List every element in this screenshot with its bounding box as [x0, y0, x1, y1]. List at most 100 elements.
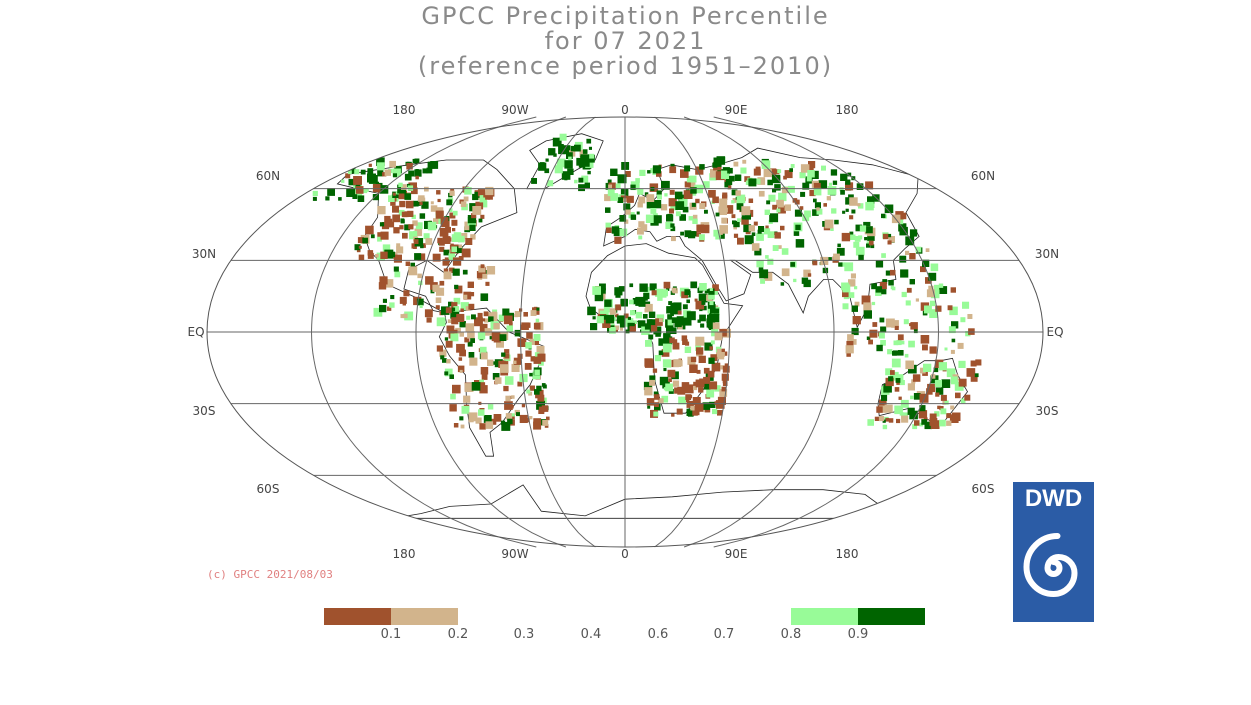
precip-cell — [698, 355, 706, 363]
precip-cell — [781, 268, 790, 277]
precip-cell — [939, 406, 944, 411]
precip-cell — [900, 340, 905, 345]
precip-cell — [872, 322, 878, 327]
precip-cell — [449, 374, 454, 379]
precip-cell — [619, 228, 628, 237]
dwd-logo: DWD — [1013, 482, 1094, 622]
precip-cell — [545, 158, 549, 162]
precip-cell — [625, 329, 630, 334]
precip-cell — [695, 300, 705, 310]
precip-cell — [650, 208, 657, 214]
precip-cell — [439, 227, 449, 237]
precip-cell — [883, 384, 892, 393]
precip-cell — [467, 281, 474, 288]
precip-cell — [533, 322, 541, 330]
precip-cell — [692, 397, 701, 405]
precip-cell — [696, 224, 705, 233]
precip-cell — [691, 231, 697, 237]
precip-cell — [567, 168, 574, 175]
precip-cell — [464, 337, 470, 343]
precip-cell — [722, 192, 728, 198]
precip-cell — [711, 362, 721, 372]
precip-cell — [356, 248, 361, 253]
precip-cell — [602, 290, 606, 294]
precip-cell — [897, 334, 904, 341]
precip-cell — [795, 239, 805, 248]
precip-cell — [849, 231, 854, 236]
precip-cell — [935, 305, 942, 312]
precip-cell — [354, 169, 360, 175]
precip-cell — [490, 418, 497, 425]
precip-cell — [671, 236, 676, 242]
precip-cell — [526, 332, 533, 339]
precip-cell — [814, 202, 821, 209]
precip-cell — [871, 301, 876, 306]
precip-cell — [744, 176, 751, 182]
precip-cell — [799, 172, 806, 179]
precip-cell — [485, 194, 490, 200]
precip-cell — [538, 406, 545, 413]
precip-cell — [541, 383, 546, 387]
precip-cell — [912, 424, 918, 430]
precip-cell — [696, 369, 701, 374]
precip-cell — [440, 217, 449, 225]
precip-cell — [623, 313, 629, 319]
precip-cell — [702, 402, 711, 410]
precip-cell — [717, 410, 723, 416]
precip-cell — [930, 374, 936, 379]
lon-label-top-90e: 90E — [725, 103, 748, 117]
precip-cell — [672, 380, 680, 387]
precip-cell — [501, 421, 511, 431]
precip-cell — [672, 342, 680, 350]
precip-cell — [686, 311, 696, 321]
precip-cell — [610, 193, 619, 201]
precip-cell — [803, 269, 811, 277]
precip-cell — [748, 198, 754, 203]
precip-cell — [439, 246, 445, 252]
precip-cell — [920, 335, 930, 344]
precip-cell — [765, 255, 769, 259]
greenland-outline — [526, 133, 604, 190]
precip-cell — [416, 298, 424, 306]
precip-cell — [790, 262, 795, 267]
precip-cell — [702, 305, 707, 311]
precip-cell — [647, 170, 651, 174]
lon-label-top-90w: 90W — [501, 103, 528, 117]
precip-cell — [678, 396, 686, 405]
precip-cell — [974, 373, 979, 378]
precip-cell — [714, 385, 721, 392]
precip-cell — [629, 299, 634, 305]
precip-cell — [692, 218, 698, 224]
precip-cell — [674, 191, 683, 200]
precip-cell — [534, 369, 540, 376]
precip-cell — [706, 318, 711, 323]
precip-cell — [907, 383, 915, 391]
precip-cell — [471, 213, 477, 219]
precip-cell — [661, 289, 668, 297]
precip-cell — [919, 405, 926, 412]
precip-cell — [799, 206, 804, 210]
north-america-outline — [336, 159, 518, 314]
precip-cell — [709, 346, 713, 350]
precip-cell — [670, 163, 675, 168]
precip-cell — [695, 198, 700, 204]
precip-cell — [846, 352, 851, 357]
precip-cell — [856, 183, 864, 190]
precip-cell — [452, 384, 461, 394]
precip-cell — [688, 181, 696, 189]
precip-cell — [414, 238, 424, 247]
precip-cell — [478, 218, 483, 223]
precip-cell — [487, 404, 494, 410]
precip-cell — [419, 201, 423, 206]
precip-cell — [736, 203, 744, 210]
precip-cell — [390, 295, 395, 300]
precip-cell — [813, 187, 822, 196]
precip-cell — [624, 318, 634, 327]
precip-cell — [536, 345, 545, 354]
precip-cell — [463, 395, 471, 403]
precip-cell — [681, 382, 690, 390]
precip-cell — [524, 363, 532, 370]
colorbar-tick-0-8: 0.8 — [780, 627, 802, 642]
precip-cell — [929, 413, 937, 421]
precip-cell — [694, 298, 698, 302]
